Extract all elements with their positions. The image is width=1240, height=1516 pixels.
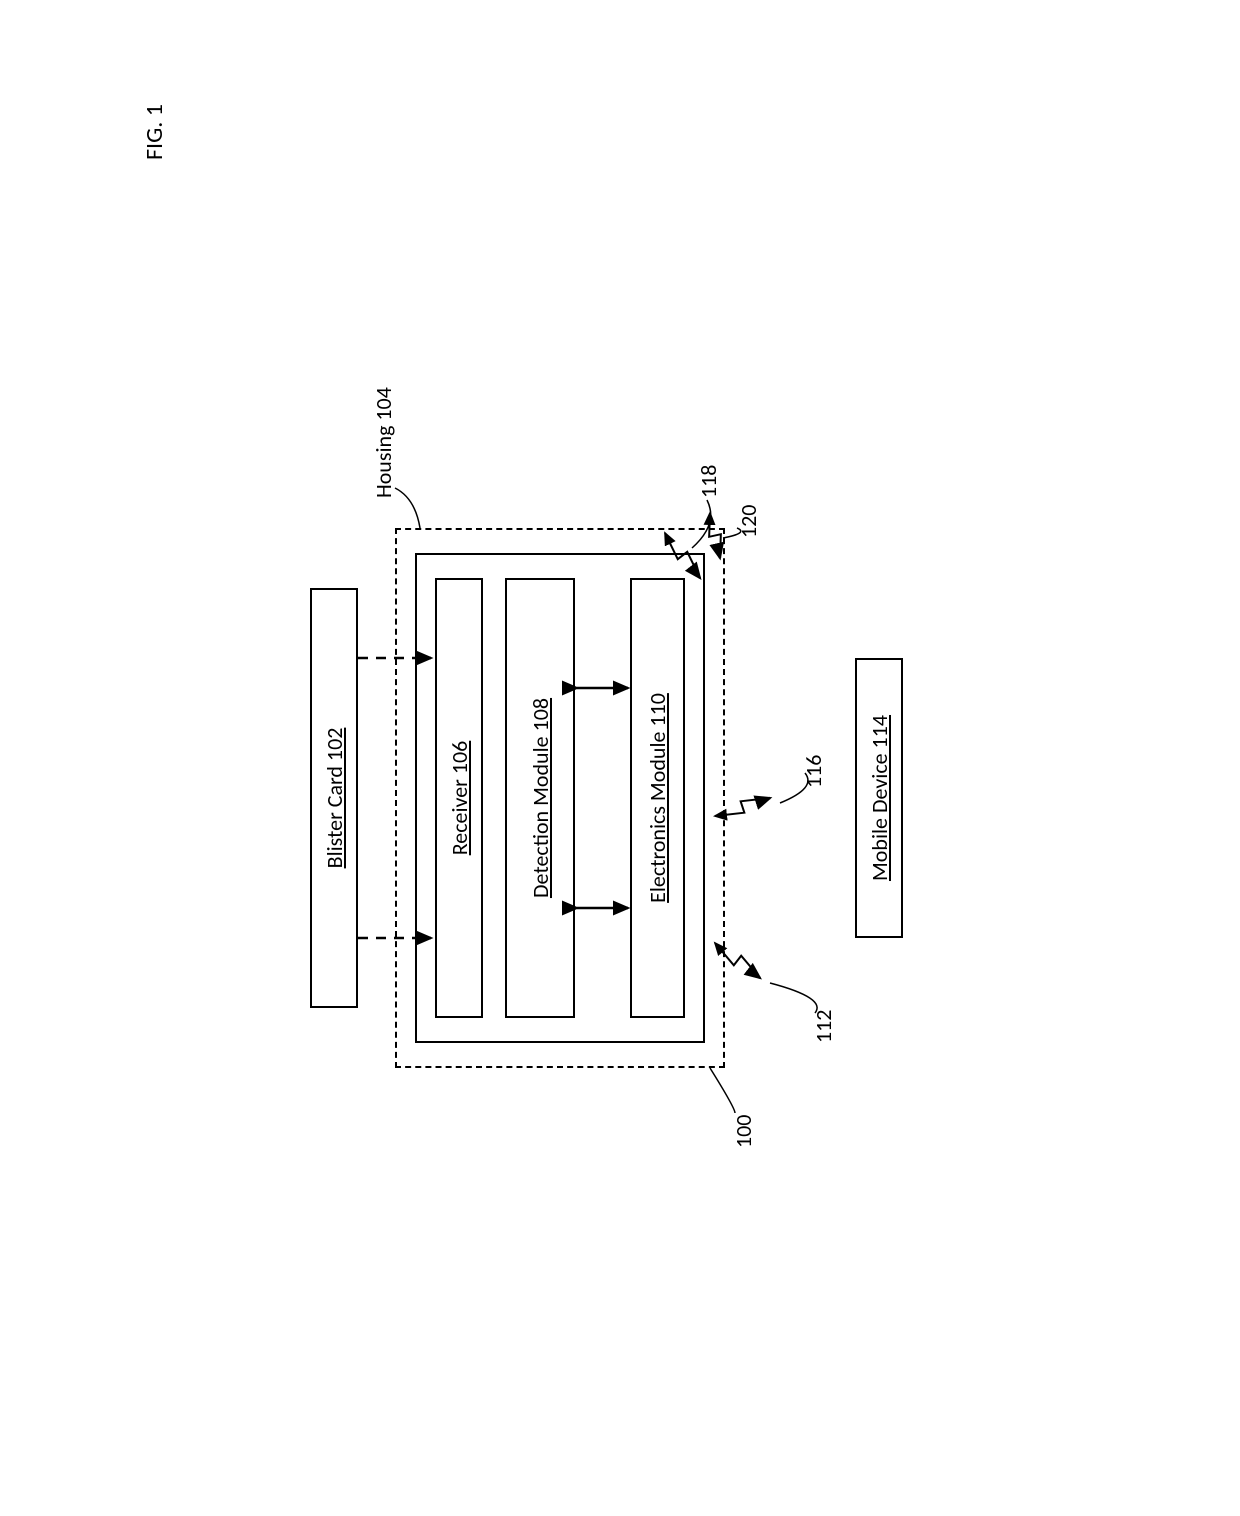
electronics-module-box: Electronics Module 110	[630, 578, 685, 1018]
ref-120: 120	[735, 505, 762, 538]
detection-module-box-label: Detection Module 108	[527, 698, 554, 898]
diagram-container: Blister Card 102 Receiver 106 Detection Mo…	[300, 328, 940, 1188]
ref-housing-104: Housing 104	[370, 387, 397, 498]
ref-118: 118	[695, 465, 722, 498]
blister-card-box: Blister Card 102	[310, 588, 358, 1008]
receiver-box-label: Receiver 106	[446, 741, 473, 856]
receiver-box: Receiver 106	[435, 578, 483, 1018]
ref-100: 100	[730, 1115, 757, 1148]
ref-112: 112	[810, 1010, 837, 1043]
electronics-module-box-label: Electronics Module 110	[644, 693, 671, 903]
mobile-device-box-label: Mobile Device 114	[866, 715, 893, 881]
detection-module-box: Detection Module 108	[505, 578, 575, 1018]
figure-label: FIG. 1	[140, 104, 169, 160]
blister-card-box-label: Blister Card 102	[321, 728, 348, 869]
page: FIG. 1 Blister Card 102 Receiver 106 Detec…	[0, 0, 1240, 1516]
ref-116: 116	[800, 755, 827, 788]
mobile-device-box: Mobile Device 114	[855, 658, 903, 938]
